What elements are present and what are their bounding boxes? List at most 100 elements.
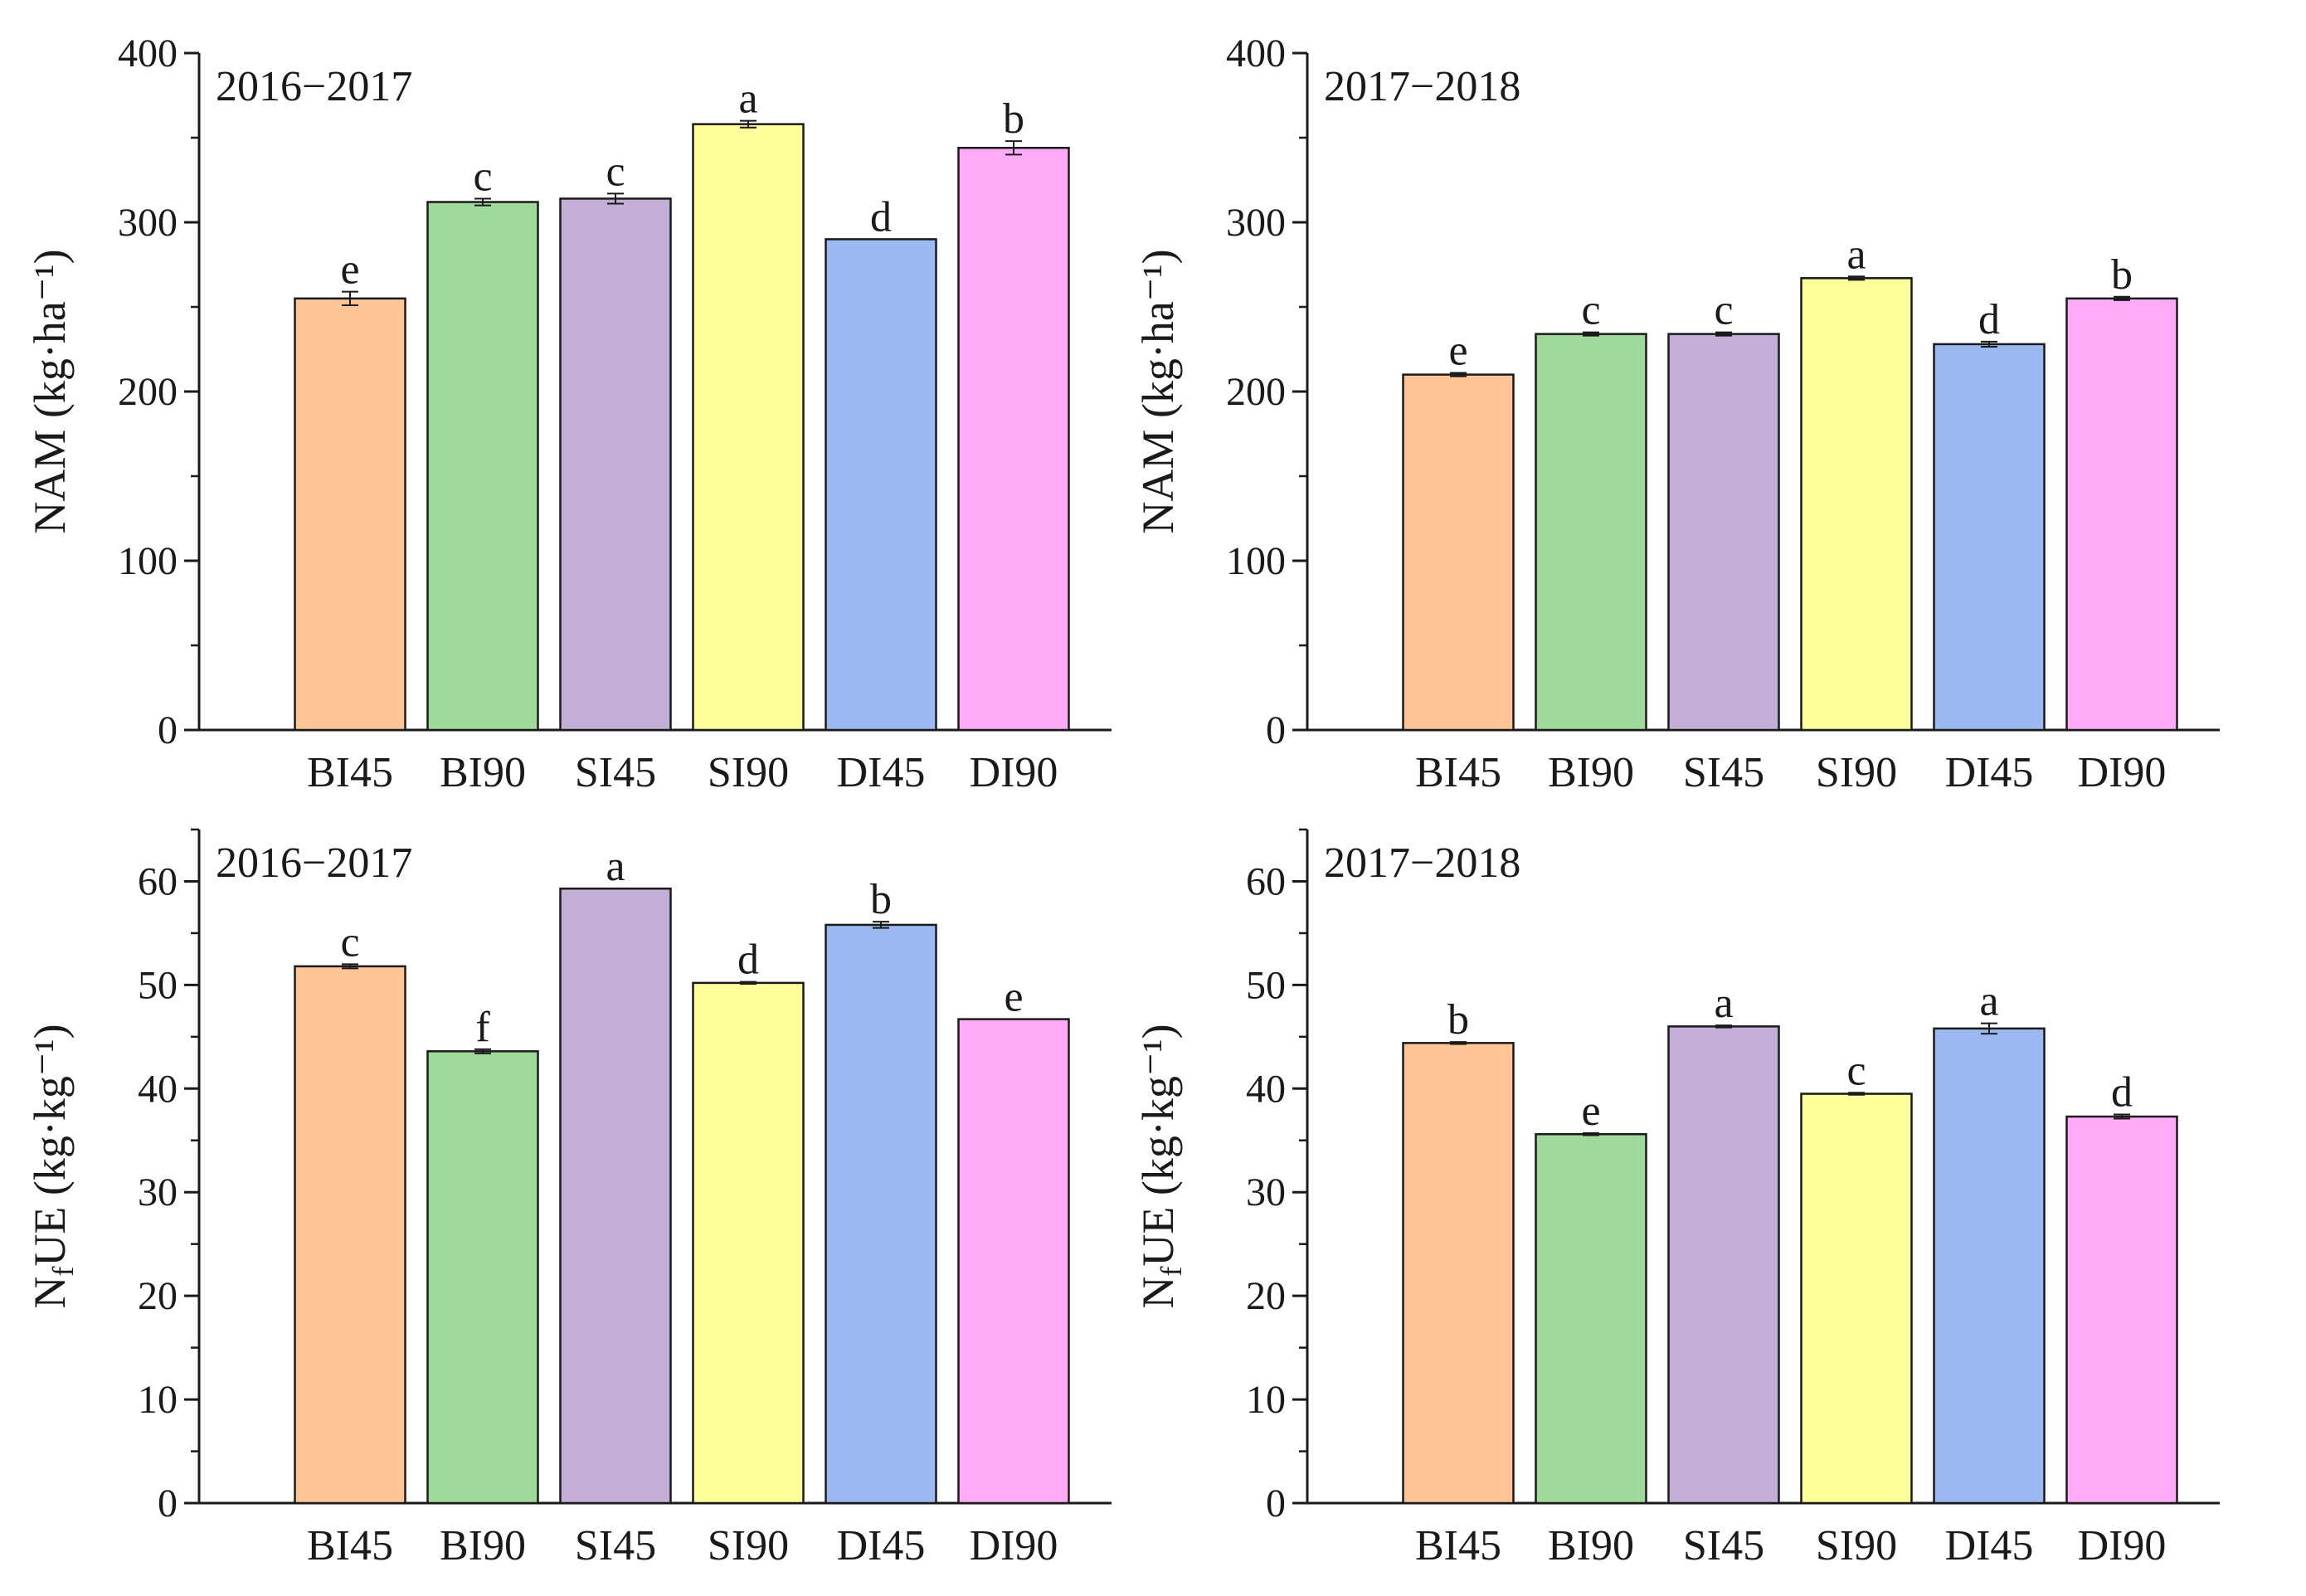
significance-letter: b xyxy=(1003,95,1024,143)
x-tick-label: BI90 xyxy=(440,1522,526,1569)
significance-letter: a xyxy=(1714,980,1733,1027)
y-tick-label: 400 xyxy=(1226,32,1286,75)
bar-bi45 xyxy=(294,965,406,1505)
bar-bi45 xyxy=(294,297,406,732)
x-tick-label: DI90 xyxy=(2078,1522,2167,1569)
x-tick-label: SI45 xyxy=(1683,1522,1764,1569)
bar-di45 xyxy=(1933,1027,2046,1505)
bar-di45 xyxy=(1933,343,2046,732)
y-tick-label: 0 xyxy=(1266,1482,1286,1525)
x-tick-label: SI90 xyxy=(1816,749,1897,796)
significance-letter: e xyxy=(1581,1088,1600,1135)
y-tick-label: 20 xyxy=(1246,1274,1286,1318)
bar-bi90 xyxy=(1535,1133,1647,1505)
bar-di90 xyxy=(957,1018,1070,1505)
bar-bi90 xyxy=(1535,333,1647,732)
x-tick-label: BI45 xyxy=(1415,749,1501,796)
y-tick-label: 0 xyxy=(1266,708,1286,752)
x-tick-label: DI90 xyxy=(970,1522,1058,1569)
x-tick-label: SI45 xyxy=(575,749,656,796)
y-tick-label: 10 xyxy=(138,1378,178,1422)
significance-letter: b xyxy=(870,876,892,923)
bar-si90 xyxy=(692,981,805,1505)
y-tick-label: 300 xyxy=(118,201,178,245)
y-tick-label: 300 xyxy=(1226,201,1286,245)
x-tick-label: SI90 xyxy=(1816,1522,1897,1569)
y-axis-title: NAM (kg·ha⁻¹) xyxy=(25,249,75,533)
significance-letter: a xyxy=(738,75,757,123)
panel-nam-2017-2018: 0 100 200 300 400 e BI45 c BI90 c SI45 a SI90 d DI45 b D… xyxy=(1133,32,2220,796)
x-tick-label: DI45 xyxy=(1945,749,2034,796)
x-tick-label: DI90 xyxy=(970,749,1058,796)
x-tick-label: BI45 xyxy=(307,749,393,796)
y-tick-label: 50 xyxy=(138,963,178,1007)
x-tick-label: BI90 xyxy=(440,749,526,796)
panel-nfue-2016-2017: 0 10 20 30 40 50 60 c BI45 f BI90 a SI45 d SI90 b DI45 e D… xyxy=(25,828,1112,1569)
bar-si90 xyxy=(1800,277,1913,732)
significance-letter: c xyxy=(1714,287,1733,334)
significance-letter: a xyxy=(1846,231,1866,278)
bar-si90 xyxy=(692,123,805,732)
panel-year-title: 2016−2017 xyxy=(216,63,412,110)
y-tick-label: 100 xyxy=(118,539,178,583)
x-tick-label: DI45 xyxy=(837,1522,926,1569)
x-tick-label: DI90 xyxy=(2078,749,2167,796)
bar-di90 xyxy=(2065,297,2178,732)
x-tick-label: BI45 xyxy=(307,1522,393,1569)
y-tick-label: 200 xyxy=(118,370,178,414)
y-axis-title: NAM (kg·ha⁻¹) xyxy=(1133,249,1183,533)
bar-si90 xyxy=(1800,1092,1913,1505)
significance-letter: e xyxy=(340,246,359,294)
bar-si45 xyxy=(559,887,672,1505)
significance-letter: c xyxy=(1581,287,1600,334)
bar-di90 xyxy=(957,146,1070,732)
significance-letter: c xyxy=(1846,1047,1866,1094)
y-tick-label: 10 xyxy=(1246,1378,1286,1422)
bar-si45 xyxy=(559,197,672,732)
x-tick-label: DI45 xyxy=(1945,1522,2034,1569)
significance-letter: f xyxy=(475,1004,490,1051)
y-tick-label: 100 xyxy=(1226,539,1286,583)
y-tick-label: 200 xyxy=(1226,370,1286,414)
significance-letter: b xyxy=(2111,251,2133,299)
bar-di45 xyxy=(825,238,937,732)
significance-letter: d xyxy=(1978,296,2000,343)
significance-letter: d xyxy=(2111,1069,2133,1117)
y-tick-label: 20 xyxy=(138,1274,178,1318)
y-tick-label: 0 xyxy=(158,708,178,752)
y-tick-label: 30 xyxy=(1246,1170,1286,1214)
y-tick-label: 0 xyxy=(158,1482,178,1525)
significance-letter: d xyxy=(870,193,892,241)
bar-bi45 xyxy=(1402,373,1515,732)
x-tick-label: BI90 xyxy=(1548,1522,1634,1569)
x-tick-label: SI45 xyxy=(1683,749,1764,796)
y-tick-label: 50 xyxy=(1246,963,1286,1007)
panel-year-title: 2017−2018 xyxy=(1324,63,1520,110)
x-tick-label: SI90 xyxy=(708,749,789,796)
y-tick-label: 40 xyxy=(1246,1067,1286,1111)
y-tick-label: 60 xyxy=(138,859,178,903)
panel-year-title: 2017−2018 xyxy=(1324,839,1520,887)
x-tick-label: DI45 xyxy=(837,749,926,796)
y-tick-label: 400 xyxy=(118,32,178,75)
panel-nam-2016-2017: 0 100 200 300 400 e BI45 c BI90 c SI45 a SI90 d DI45 b D… xyxy=(25,32,1112,796)
x-tick-label: BI90 xyxy=(1548,749,1634,796)
significance-letter: d xyxy=(737,937,759,984)
significance-letter: c xyxy=(606,148,625,195)
y-tick-label: 60 xyxy=(1246,859,1286,903)
panel-nfue-2017-2018: 0 10 20 30 40 50 60 b BI45 e BI90 a SI45 c SI90 a DI45 d D… xyxy=(1133,828,2220,1569)
significance-letter: e xyxy=(1004,974,1023,1021)
bar-si45 xyxy=(1667,333,1780,732)
significance-letter: a xyxy=(1979,978,1998,1025)
significance-letter: a xyxy=(606,843,625,890)
y-tick-label: 30 xyxy=(138,1170,178,1214)
x-tick-label: SI90 xyxy=(708,1522,789,1569)
significance-letter: b xyxy=(1447,996,1469,1044)
x-tick-label: SI45 xyxy=(575,1522,656,1569)
bar-di90 xyxy=(2065,1115,2178,1505)
significance-letter: c xyxy=(340,918,359,966)
bar-bi45 xyxy=(1402,1042,1515,1505)
significance-letter: e xyxy=(1448,328,1467,375)
significance-letter: c xyxy=(473,153,492,200)
